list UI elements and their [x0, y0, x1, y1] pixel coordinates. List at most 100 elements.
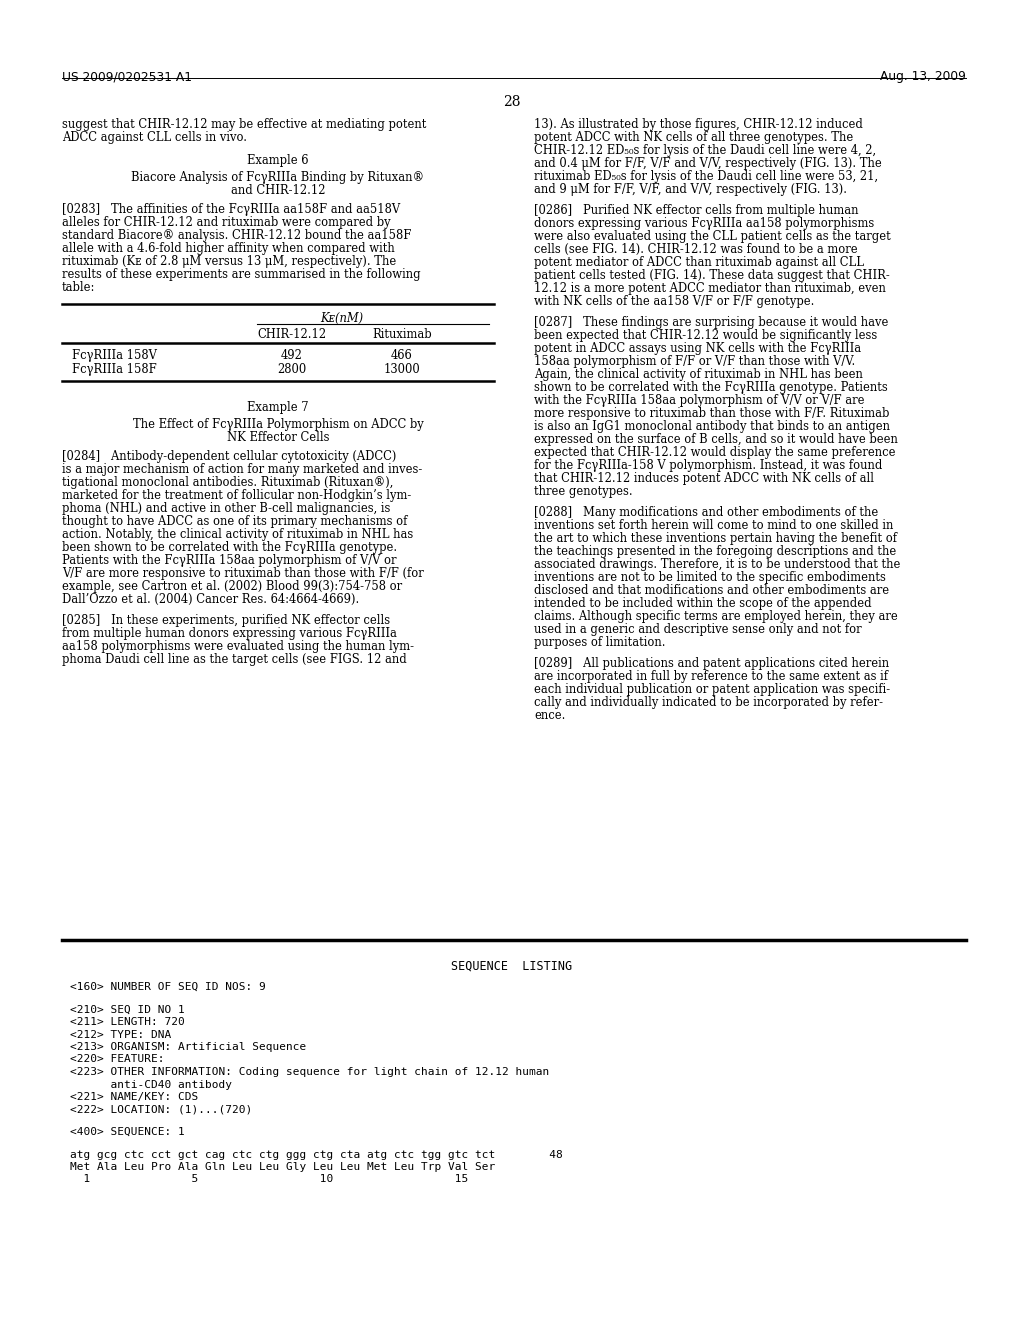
Text: suggest that CHIR-12.12 may be effective at mediating potent: suggest that CHIR-12.12 may be effective… [62, 117, 426, 131]
Text: <213> ORGANISM: Artificial Sequence: <213> ORGANISM: Artificial Sequence [70, 1041, 306, 1052]
Text: [0288]   Many modifications and other embodiments of the: [0288] Many modifications and other embo… [534, 506, 879, 519]
Text: cells (see FIG. 14). CHIR-12.12 was found to be a more: cells (see FIG. 14). CHIR-12.12 was foun… [534, 243, 858, 256]
Text: 13). As illustrated by those figures, CHIR-12.12 induced: 13). As illustrated by those figures, CH… [534, 117, 863, 131]
Text: and CHIR-12.12: and CHIR-12.12 [230, 183, 326, 197]
Text: potent ADCC with NK cells of all three genotypes. The: potent ADCC with NK cells of all three g… [534, 131, 853, 144]
Text: tigational monoclonal antibodies. Rituximab (Rituxan®),: tigational monoclonal antibodies. Rituxi… [62, 477, 393, 488]
Text: inventions set forth herein will come to mind to one skilled in: inventions set forth herein will come to… [534, 519, 893, 532]
Text: The Effect of FcγRIIIa Polymorphism on ADCC by: The Effect of FcγRIIIa Polymorphism on A… [133, 418, 423, 432]
Text: and 0.4 μM for F/F, V/F and V/V, respectively (FIG. 13). The: and 0.4 μM for F/F, V/F and V/V, respect… [534, 157, 882, 170]
Text: US 2009/0202531 A1: US 2009/0202531 A1 [62, 70, 193, 83]
Text: marketed for the treatment of follicular non-Hodgkin’s lym-: marketed for the treatment of follicular… [62, 488, 412, 502]
Text: thought to have ADCC as one of its primary mechanisms of: thought to have ADCC as one of its prima… [62, 515, 408, 528]
Text: Kᴇ(nM): Kᴇ(nM) [321, 312, 364, 325]
Text: Met Ala Leu Pro Ala Gln Leu Leu Gly Leu Leu Met Leu Trp Val Ser: Met Ala Leu Pro Ala Gln Leu Leu Gly Leu … [70, 1162, 496, 1172]
Text: 1               5                  10                  15: 1 5 10 15 [70, 1175, 468, 1184]
Text: intended to be included within the scope of the appended: intended to be included within the scope… [534, 597, 871, 610]
Text: 466: 466 [391, 348, 413, 362]
Text: three genotypes.: three genotypes. [534, 484, 633, 498]
Text: example, see Cartron et al. (2002) Blood 99(3):754-758 or: example, see Cartron et al. (2002) Blood… [62, 579, 402, 593]
Text: <212> TYPE: DNA: <212> TYPE: DNA [70, 1030, 171, 1040]
Text: potent mediator of ADCC than rituximab against all CLL: potent mediator of ADCC than rituximab a… [534, 256, 864, 269]
Text: associated drawings. Therefore, it is to be understood that the: associated drawings. Therefore, it is to… [534, 558, 900, 572]
Text: shown to be correlated with the FcγRIIIa genotype. Patients: shown to be correlated with the FcγRIIIa… [534, 381, 888, 393]
Text: and 9 μM for F/F, V/F, and V/V, respectively (FIG. 13).: and 9 μM for F/F, V/F, and V/V, respecti… [534, 183, 847, 195]
Text: been expected that CHIR-12.12 would be significantly less: been expected that CHIR-12.12 would be s… [534, 329, 878, 342]
Text: 2800: 2800 [278, 363, 306, 376]
Text: patient cells tested (FIG. 14). These data suggest that CHIR-: patient cells tested (FIG. 14). These da… [534, 269, 890, 282]
Text: 492: 492 [281, 348, 303, 362]
Text: each individual publication or patent application was specifi-: each individual publication or patent ap… [534, 682, 890, 696]
Text: for the FcγRIIIa-158 V polymorphism. Instead, it was found: for the FcγRIIIa-158 V polymorphism. Ins… [534, 459, 883, 473]
Text: Example 6: Example 6 [247, 154, 309, 168]
Text: potent in ADCC assays using NK cells with the FcγRIIIa: potent in ADCC assays using NK cells wit… [534, 342, 861, 355]
Text: <160> NUMBER OF SEQ ID NOS: 9: <160> NUMBER OF SEQ ID NOS: 9 [70, 982, 266, 993]
Text: the art to which these inventions pertain having the benefit of: the art to which these inventions pertai… [534, 532, 897, 545]
Text: rituximab (Kᴇ of 2.8 μM versus 13 μM, respectively). The: rituximab (Kᴇ of 2.8 μM versus 13 μM, re… [62, 255, 396, 268]
Text: is a major mechanism of action for many marketed and inves-: is a major mechanism of action for many … [62, 463, 422, 477]
Text: [0286]   Purified NK effector cells from multiple human: [0286] Purified NK effector cells from m… [534, 205, 858, 216]
Text: inventions are not to be limited to the specific embodiments: inventions are not to be limited to the … [534, 572, 886, 583]
Text: 13000: 13000 [384, 363, 421, 376]
Text: is also an IgG1 monoclonal antibody that binds to an antigen: is also an IgG1 monoclonal antibody that… [534, 420, 890, 433]
Text: cally and individually indicated to be incorporated by refer-: cally and individually indicated to be i… [534, 696, 883, 709]
Text: the teachings presented in the foregoing descriptions and the: the teachings presented in the foregoing… [534, 545, 896, 558]
Text: alleles for CHIR-12.12 and rituximab were compared by: alleles for CHIR-12.12 and rituximab wer… [62, 216, 390, 228]
Text: 12.12 is a more potent ADCC mediator than rituximab, even: 12.12 is a more potent ADCC mediator tha… [534, 282, 886, 294]
Text: that CHIR-12.12 induces potent ADCC with NK cells of all: that CHIR-12.12 induces potent ADCC with… [534, 473, 874, 484]
Text: [0283]   The affinities of the FcγRIIIa aa158F and aa518V: [0283] The affinities of the FcγRIIIa aa… [62, 203, 400, 216]
Text: Patients with the FcγRIIIa 158aa polymorphism of V/V or: Patients with the FcγRIIIa 158aa polymor… [62, 554, 396, 568]
Text: expressed on the surface of B cells, and so it would have been: expressed on the surface of B cells, and… [534, 433, 898, 446]
Text: CHIR-12.12: CHIR-12.12 [257, 327, 327, 341]
Text: <220> FEATURE:: <220> FEATURE: [70, 1055, 165, 1064]
Text: claims. Although specific terms are employed herein, they are: claims. Although specific terms are empl… [534, 610, 898, 623]
Text: donors expressing various FcγRIIIa aa158 polymorphisms: donors expressing various FcγRIIIa aa158… [534, 216, 874, 230]
Text: purposes of limitation.: purposes of limitation. [534, 636, 666, 649]
Text: action. Notably, the clinical activity of rituximab in NHL has: action. Notably, the clinical activity o… [62, 528, 414, 541]
Text: allele with a 4.6-fold higher affinity when compared with: allele with a 4.6-fold higher affinity w… [62, 242, 394, 255]
Text: [0285]   In these experiments, purified NK effector cells: [0285] In these experiments, purified NK… [62, 614, 390, 627]
Text: atg gcg ctc cct gct cag ctc ctg ggg ctg cta atg ctc tgg gtc tct        48: atg gcg ctc cct gct cag ctc ctg ggg ctg … [70, 1150, 563, 1159]
Text: [0289]   All publications and patent applications cited herein: [0289] All publications and patent appli… [534, 657, 889, 671]
Text: disclosed and that modifications and other embodiments are: disclosed and that modifications and oth… [534, 583, 889, 597]
Text: been shown to be correlated with the FcγRIIIa genotype.: been shown to be correlated with the Fcγ… [62, 541, 397, 554]
Text: rituximab ED₅₀s for lysis of the Daudi cell line were 53, 21,: rituximab ED₅₀s for lysis of the Daudi c… [534, 170, 879, 183]
Text: FcγRIIIa 158V: FcγRIIIa 158V [72, 348, 157, 362]
Text: FcγRIIIa 158F: FcγRIIIa 158F [72, 363, 157, 376]
Text: Example 7: Example 7 [247, 401, 309, 414]
Text: <210> SEQ ID NO 1: <210> SEQ ID NO 1 [70, 1005, 184, 1015]
Text: anti-CD40 antibody: anti-CD40 antibody [70, 1080, 232, 1089]
Text: used in a generic and descriptive sense only and not for: used in a generic and descriptive sense … [534, 623, 861, 636]
Text: <211> LENGTH: 720: <211> LENGTH: 720 [70, 1016, 184, 1027]
Text: Again, the clinical activity of rituximab in NHL has been: Again, the clinical activity of rituxima… [534, 368, 863, 381]
Text: results of these experiments are summarised in the following: results of these experiments are summari… [62, 268, 421, 281]
Text: NK Effector Cells: NK Effector Cells [226, 432, 330, 444]
Text: 158aa polymorphism of F/F or V/F than those with V/V.: 158aa polymorphism of F/F or V/F than th… [534, 355, 855, 368]
Text: Rituximab: Rituximab [372, 327, 432, 341]
Text: 28: 28 [503, 95, 521, 110]
Text: V/F are more responsive to rituximab than those with F/F (for: V/F are more responsive to rituximab tha… [62, 568, 424, 579]
Text: SEQUENCE  LISTING: SEQUENCE LISTING [452, 960, 572, 973]
Text: with the FcγRIIIa 158aa polymorphism of V/V or V/F are: with the FcγRIIIa 158aa polymorphism of … [534, 393, 864, 407]
Text: are incorporated in full by reference to the same extent as if: are incorporated in full by reference to… [534, 671, 888, 682]
Text: <223> OTHER INFORMATION: Coding sequence for light chain of 12.12 human: <223> OTHER INFORMATION: Coding sequence… [70, 1067, 549, 1077]
Text: standard Biacore® analysis. CHIR-12.12 bound the aa158F: standard Biacore® analysis. CHIR-12.12 b… [62, 228, 412, 242]
Text: aa158 polymorphisms were evaluated using the human lym-: aa158 polymorphisms were evaluated using… [62, 640, 414, 653]
Text: <400> SEQUENCE: 1: <400> SEQUENCE: 1 [70, 1127, 184, 1137]
Text: <221> NAME/KEY: CDS: <221> NAME/KEY: CDS [70, 1092, 199, 1102]
Text: expected that CHIR-12.12 would display the same preference: expected that CHIR-12.12 would display t… [534, 446, 896, 459]
Text: table:: table: [62, 281, 95, 294]
Text: were also evaluated using the CLL patient cells as the target: were also evaluated using the CLL patien… [534, 230, 891, 243]
Text: ADCC against CLL cells in vivo.: ADCC against CLL cells in vivo. [62, 131, 247, 144]
Text: Dall’Ozzo et al. (2004) Cancer Res. 64:4664-4669).: Dall’Ozzo et al. (2004) Cancer Res. 64:4… [62, 593, 359, 606]
Text: with NK cells of the aa158 V/F or F/F genotype.: with NK cells of the aa158 V/F or F/F ge… [534, 294, 814, 308]
Text: [0287]   These findings are surprising because it would have: [0287] These findings are surprising bec… [534, 315, 889, 329]
Text: phoma Daudi cell line as the target cells (see FIGS. 12 and: phoma Daudi cell line as the target cell… [62, 653, 407, 667]
Text: [0284]   Antibody-dependent cellular cytotoxicity (ADCC): [0284] Antibody-dependent cellular cytot… [62, 450, 396, 463]
Text: from multiple human donors expressing various FcγRIIIa: from multiple human donors expressing va… [62, 627, 397, 640]
Text: ence.: ence. [534, 709, 565, 722]
Text: Biacore Analysis of FcγRIIIa Binding by Rituxan®: Biacore Analysis of FcγRIIIa Binding by … [131, 172, 425, 183]
Text: CHIR-12.12 ED₅₀s for lysis of the Daudi cell line were 4, 2,: CHIR-12.12 ED₅₀s for lysis of the Daudi … [534, 144, 877, 157]
Text: phoma (NHL) and active in other B-cell malignancies, is: phoma (NHL) and active in other B-cell m… [62, 502, 390, 515]
Text: Aug. 13, 2009: Aug. 13, 2009 [880, 70, 966, 83]
